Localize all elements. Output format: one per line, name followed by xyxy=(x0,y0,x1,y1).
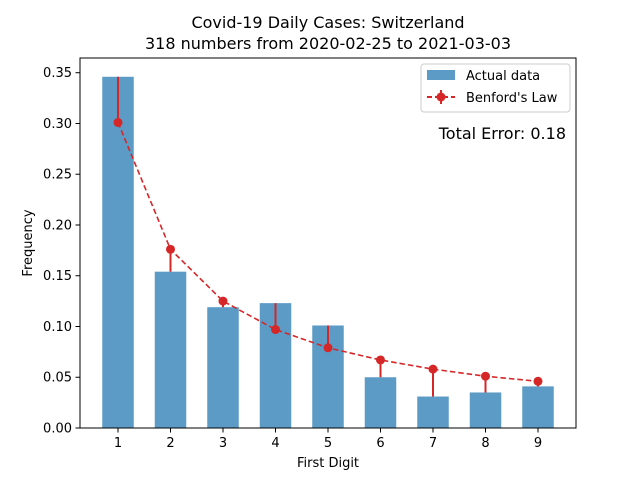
bar-digit-3 xyxy=(207,307,239,428)
legend-label-actual: Actual data xyxy=(466,69,540,84)
x-tick-label-9: 9 xyxy=(534,436,542,451)
x-axis-label: First Digit xyxy=(297,456,359,471)
x-tick-label-8: 8 xyxy=(481,436,489,451)
bar-digit-8 xyxy=(469,392,502,428)
y-tick-label-0.30: 0.30 xyxy=(43,117,72,132)
legend-box xyxy=(420,63,571,113)
bar-digit-7 xyxy=(417,396,449,428)
x-tick-label-3: 3 xyxy=(219,436,227,451)
y-tick-label-0.35: 0.35 xyxy=(43,66,72,81)
legend: Actual data Benford's Law xyxy=(420,63,571,113)
x-tick-label-4: 4 xyxy=(271,436,279,451)
bar-digit-6 xyxy=(364,377,397,428)
y-tick-label-0.15: 0.15 xyxy=(43,269,72,284)
chart-title: Covid-19 Daily Cases: Switzerland xyxy=(191,13,464,32)
bar-digit-1 xyxy=(102,76,134,429)
benford-point-digit-1 xyxy=(113,117,123,127)
x-tick-label-6: 6 xyxy=(376,436,384,451)
y-tick-label-0.20: 0.20 xyxy=(43,218,72,233)
y-tick-label-0.05: 0.05 xyxy=(43,371,72,386)
benford-point-digit-4 xyxy=(271,325,280,335)
benford-point-digit-2 xyxy=(166,244,175,254)
benford-layer xyxy=(113,76,543,397)
benford-point-digit-3 xyxy=(218,296,228,306)
x-tick-label-5: 5 xyxy=(324,436,332,451)
plot-frame xyxy=(79,57,577,429)
y-axis: 0.00 0.05 0.10 0.15 0.20 0.25 0.30 0.35 xyxy=(43,66,80,437)
benford-point-digit-6 xyxy=(376,355,385,365)
benford-point-digit-9 xyxy=(533,376,543,386)
x-tick-label-2: 2 xyxy=(166,436,174,451)
legend-benford-marker xyxy=(436,92,446,102)
benford-point-digit-7 xyxy=(428,364,438,374)
total-error-annotation: Total Error: 0.18 xyxy=(438,124,566,143)
chart-subtitle: 318 numbers from 2020-02-25 to 2021-03-0… xyxy=(145,34,511,53)
y-axis-label: Frequency xyxy=(21,209,36,276)
benford-point-digit-8 xyxy=(481,371,490,381)
bar-digit-9 xyxy=(522,386,554,428)
legend-label-benford: Benford's Law xyxy=(466,91,558,106)
y-tick-label-0.00: 0.00 xyxy=(43,422,72,437)
y-tick-label-0.10: 0.10 xyxy=(43,320,72,335)
x-tick-label-1: 1 xyxy=(114,436,122,451)
x-tick-label-7: 7 xyxy=(429,436,437,451)
bar-digit-2 xyxy=(154,271,187,428)
x-axis: 1 2 3 4 5 6 7 8 9 xyxy=(114,428,542,451)
y-tick-label-0.25: 0.25 xyxy=(43,168,72,183)
bars-layer xyxy=(102,76,554,429)
legend-bar-swatch xyxy=(427,70,455,80)
benford-point-digit-5 xyxy=(323,343,333,353)
